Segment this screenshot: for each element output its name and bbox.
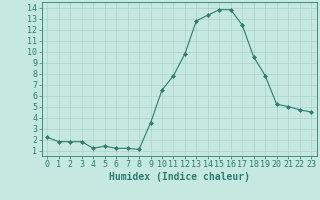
X-axis label: Humidex (Indice chaleur): Humidex (Indice chaleur) — [109, 172, 250, 182]
